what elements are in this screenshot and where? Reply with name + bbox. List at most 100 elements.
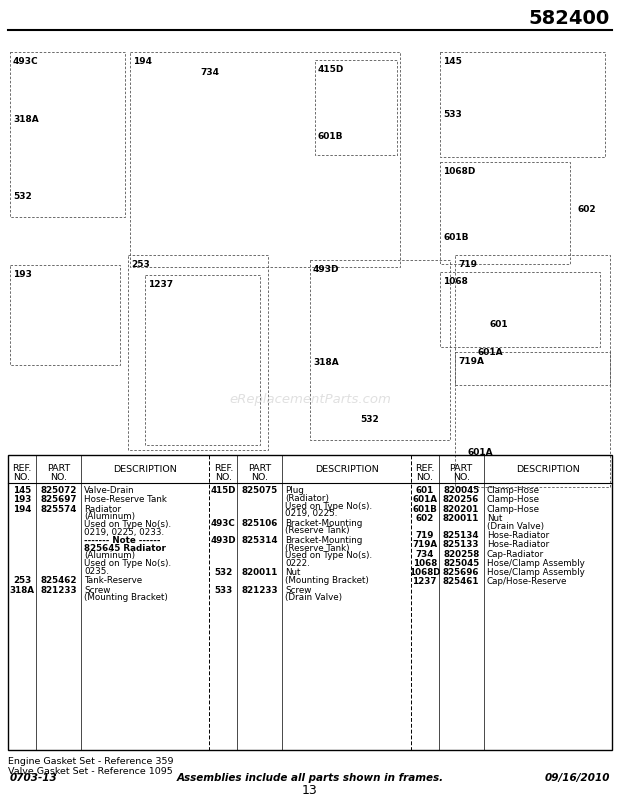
- Text: 825696: 825696: [443, 568, 479, 577]
- Text: 145: 145: [13, 486, 31, 495]
- Text: DESCRIPTION: DESCRIPTION: [113, 464, 177, 473]
- Text: Clamp-Hose: Clamp-Hose: [487, 496, 539, 504]
- Text: (Mounting Bracket): (Mounting Bracket): [285, 577, 369, 585]
- Text: 601B: 601B: [443, 233, 469, 242]
- Text: 1068: 1068: [443, 277, 468, 286]
- Text: Hose-Radiator: Hose-Radiator: [487, 531, 549, 540]
- Text: 1068D: 1068D: [443, 167, 476, 176]
- Text: 820201: 820201: [443, 504, 479, 513]
- Text: 318A: 318A: [313, 358, 339, 367]
- Text: 493C: 493C: [13, 57, 38, 66]
- Text: (Aluminum): (Aluminum): [84, 552, 135, 561]
- Text: 825134: 825134: [443, 531, 479, 540]
- Text: 601A: 601A: [478, 348, 503, 357]
- Text: 0222.: 0222.: [285, 559, 310, 568]
- Text: 821233: 821233: [40, 585, 77, 594]
- Bar: [315, 60, 397, 155]
- Text: REF.: REF.: [415, 464, 435, 473]
- Text: 820045: 820045: [443, 486, 479, 495]
- Text: 602: 602: [415, 514, 434, 523]
- Text: 601: 601: [490, 320, 508, 329]
- Text: 1068: 1068: [412, 559, 437, 568]
- Text: 719A: 719A: [412, 541, 437, 549]
- Text: 532: 532: [214, 569, 232, 577]
- Text: (Radiator): (Radiator): [285, 494, 329, 503]
- Text: 601B: 601B: [318, 132, 343, 141]
- Text: ------- Note ------: ------- Note ------: [84, 536, 161, 545]
- Text: Hose/Clamp Assembly: Hose/Clamp Assembly: [487, 559, 585, 568]
- Text: 825133: 825133: [443, 541, 479, 549]
- Bar: [440, 162, 570, 264]
- Text: 582400: 582400: [529, 9, 610, 28]
- Text: (Drain Valve): (Drain Valve): [285, 593, 342, 602]
- Text: 0235.: 0235.: [84, 567, 109, 576]
- Text: 193: 193: [13, 270, 32, 279]
- Text: (Drain Valve): (Drain Valve): [487, 521, 544, 531]
- Text: 1237: 1237: [148, 280, 173, 289]
- Text: (Mounting Bracket): (Mounting Bracket): [84, 593, 168, 602]
- Text: 719: 719: [458, 260, 477, 269]
- Text: 719: 719: [415, 531, 434, 540]
- Text: PART: PART: [450, 464, 473, 473]
- Text: 493D: 493D: [313, 265, 340, 274]
- Text: DESCRIPTION: DESCRIPTION: [314, 464, 378, 473]
- Text: Cap/Hose-Reserve: Cap/Hose-Reserve: [487, 577, 567, 586]
- Text: 193: 193: [13, 496, 31, 504]
- Text: 0703-13: 0703-13: [10, 773, 58, 783]
- Bar: [455, 255, 610, 385]
- Text: 532: 532: [13, 192, 32, 201]
- Text: 09/16/2010: 09/16/2010: [544, 773, 610, 783]
- Text: (Reserve Tank): (Reserve Tank): [285, 544, 350, 553]
- Text: 253: 253: [131, 260, 150, 269]
- Text: 825045: 825045: [443, 559, 479, 568]
- Text: 194: 194: [133, 57, 152, 66]
- Text: REF.: REF.: [214, 464, 233, 473]
- Text: 719A: 719A: [458, 357, 484, 366]
- Text: Screw: Screw: [285, 585, 312, 594]
- Text: PART: PART: [248, 464, 272, 473]
- Bar: [8, 455, 612, 750]
- Text: 820256: 820256: [443, 496, 479, 504]
- Text: 734: 734: [200, 68, 219, 77]
- Text: NO.: NO.: [416, 473, 433, 482]
- Text: 601B: 601B: [412, 504, 437, 513]
- Text: 532: 532: [360, 415, 379, 424]
- Text: 601A: 601A: [468, 448, 494, 457]
- Text: PART: PART: [47, 464, 70, 473]
- Text: Hose-Reserve Tank: Hose-Reserve Tank: [84, 496, 167, 504]
- Text: 825106: 825106: [242, 519, 278, 528]
- Bar: [130, 52, 400, 267]
- Text: NO.: NO.: [251, 473, 268, 482]
- Bar: [310, 260, 450, 440]
- Text: Screw: Screw: [84, 585, 110, 594]
- Bar: [455, 352, 610, 487]
- Text: (Reserve Tank): (Reserve Tank): [285, 526, 350, 536]
- Text: 1237: 1237: [412, 577, 437, 586]
- Text: REF.: REF.: [12, 464, 32, 473]
- Text: eReplacementParts.com: eReplacementParts.com: [229, 394, 391, 407]
- Text: 415D: 415D: [211, 486, 236, 495]
- Text: Tank-Reserve: Tank-Reserve: [84, 577, 142, 585]
- Text: DESCRIPTION: DESCRIPTION: [516, 464, 580, 473]
- Bar: [10, 52, 125, 217]
- Text: Clamp-Hose: Clamp-Hose: [487, 504, 539, 513]
- Text: Used on Type No(s).: Used on Type No(s).: [84, 559, 171, 568]
- Text: 825462: 825462: [40, 577, 77, 585]
- Bar: [145, 275, 260, 445]
- Text: 533: 533: [214, 585, 232, 594]
- Text: Used on Type No(s).: Used on Type No(s).: [285, 552, 373, 561]
- Text: 825072: 825072: [40, 486, 77, 495]
- Text: Plug: Plug: [285, 486, 304, 495]
- Text: 820258: 820258: [443, 549, 479, 559]
- Text: 821233: 821233: [242, 585, 278, 594]
- Text: 825574: 825574: [40, 504, 77, 513]
- Text: NO.: NO.: [14, 473, 30, 482]
- Text: 820011: 820011: [443, 514, 479, 523]
- Bar: [10, 265, 120, 365]
- Text: 825461: 825461: [443, 577, 479, 586]
- Text: Used on Type No(s).: Used on Type No(s).: [84, 520, 171, 529]
- Text: 1068D: 1068D: [409, 568, 440, 577]
- Bar: [440, 52, 605, 157]
- Text: 825075: 825075: [242, 486, 278, 495]
- Text: 533: 533: [443, 110, 462, 119]
